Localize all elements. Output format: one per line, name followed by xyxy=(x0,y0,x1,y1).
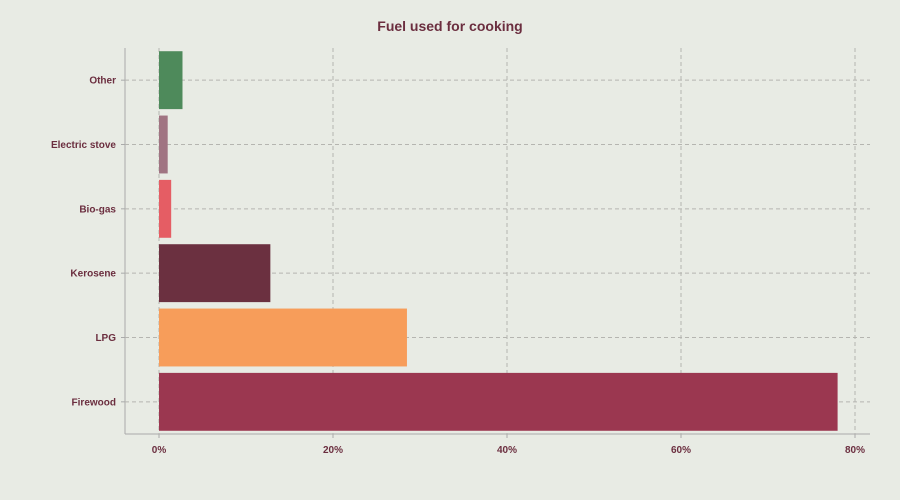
x-tick-label: 0% xyxy=(152,445,167,456)
y-tick-label: Bio-gas xyxy=(79,204,116,215)
bar-firewood xyxy=(159,372,838,431)
y-tick-label: LPG xyxy=(95,333,116,344)
y-tick-label: Kerosene xyxy=(70,269,116,280)
x-tick-label: 60% xyxy=(671,445,691,456)
y-tick-label: Electric stove xyxy=(51,140,116,151)
bar-kerosene xyxy=(159,244,271,303)
bar-other xyxy=(159,51,183,110)
x-tick-label: 40% xyxy=(497,445,517,456)
y-tick-label: Firewood xyxy=(72,397,116,408)
x-tick-label: 80% xyxy=(845,445,865,456)
x-tick-label: 20% xyxy=(323,445,343,456)
bar-bio-gas xyxy=(159,179,172,238)
bar-lpg xyxy=(159,308,407,367)
chart-title: Fuel used for cooking xyxy=(377,18,523,34)
bar-electric-stove xyxy=(159,115,168,174)
y-tick-label: Other xyxy=(89,76,116,87)
